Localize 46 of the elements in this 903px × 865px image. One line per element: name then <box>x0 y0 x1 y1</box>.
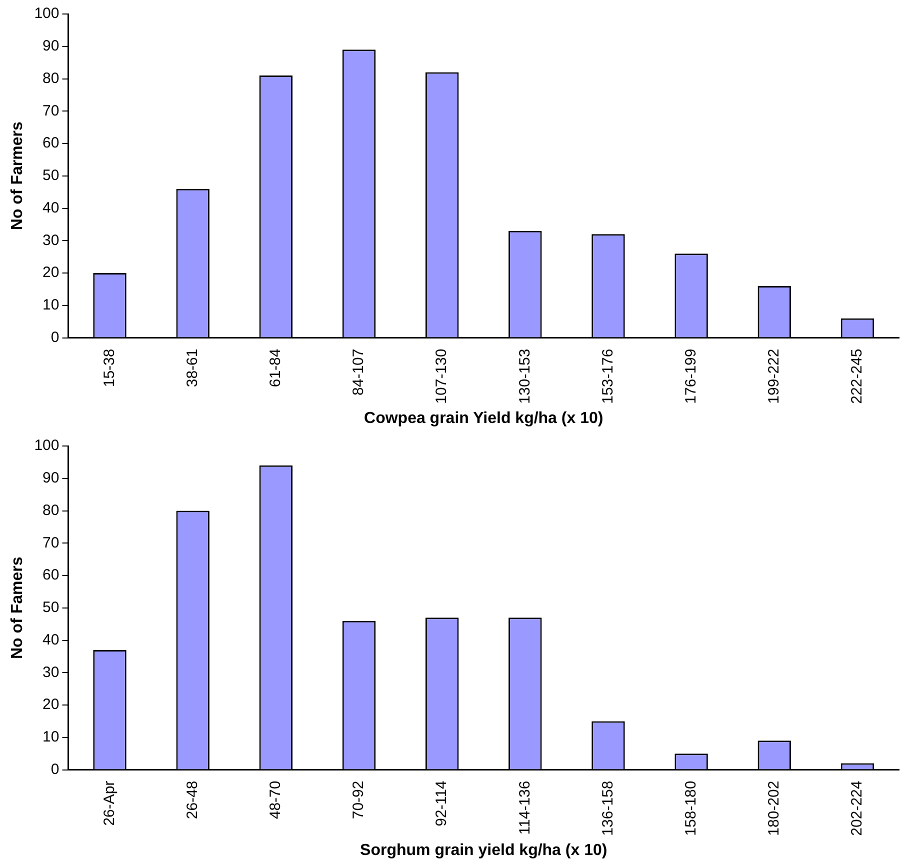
x-tick-label: 158-180 <box>682 780 700 836</box>
x-tick-label: 114-136 <box>516 780 534 835</box>
x-tick-label: 92-114 <box>433 780 450 826</box>
x-tick-label: 26-Apr <box>100 780 118 826</box>
y-tick-label: 50 <box>42 167 60 184</box>
x-tick-label: 48-70 <box>267 780 284 820</box>
y-tick-label: 100 <box>34 437 60 454</box>
y-tick-label: 30 <box>42 664 60 681</box>
x-tick-label: 107-130 <box>433 348 450 404</box>
x-tick-label: 130-153 <box>516 348 534 404</box>
y-tick-label: 50 <box>42 599 60 616</box>
y-tick-label: 10 <box>42 728 60 746</box>
y-tick-label: 0 <box>50 760 60 778</box>
y-tick-label: 70 <box>42 534 60 552</box>
x-tick-label: 153-176 <box>599 348 616 404</box>
x-tick-label: 136-158 <box>599 780 616 836</box>
x-tick-label: 199-222 <box>766 348 783 404</box>
x-tick-label: 61-84 <box>267 348 284 388</box>
y-tick-label: 10 <box>42 296 60 314</box>
y-tick-label: 20 <box>42 264 60 282</box>
y-tick-label: 70 <box>42 102 60 120</box>
y-tick-label: 60 <box>42 566 60 584</box>
y-tick-label: 90 <box>42 38 60 55</box>
y-tick-label: 60 <box>42 134 60 152</box>
y-tick-label: 80 <box>42 70 60 87</box>
x-tick-label: 222-245 <box>848 348 866 404</box>
y-tick-label: 30 <box>42 232 60 249</box>
y-tick-label: 40 <box>42 199 60 216</box>
y-tick-label: 100 <box>34 5 60 22</box>
y-tick-label: 90 <box>42 470 60 487</box>
x-tick-label: 38-61 <box>184 348 201 388</box>
x-axis-title: Sorghum grain yield kg/ha (x 10) <box>360 842 608 859</box>
x-tick-label: 70-92 <box>350 780 368 820</box>
x-tick-label: 176-199 <box>682 348 700 404</box>
x-tick-label: 84-107 <box>350 348 368 396</box>
x-tick-label: 202-224 <box>848 780 866 836</box>
y-axis-title: No of Farmers <box>9 122 26 230</box>
x-axis-title: Cowpea grain Yield kg/ha (x 10) <box>364 410 604 427</box>
y-tick-label: 20 <box>42 696 60 714</box>
x-tick-label: 180-202 <box>766 780 783 836</box>
y-tick-label: 80 <box>42 502 60 519</box>
y-tick-label: 0 <box>50 328 60 346</box>
y-axis-title: No of Famers <box>9 556 26 659</box>
x-tick-label: 26-48 <box>184 780 201 820</box>
y-tick-label: 40 <box>42 631 60 648</box>
x-tick-label: 15-38 <box>100 348 118 388</box>
